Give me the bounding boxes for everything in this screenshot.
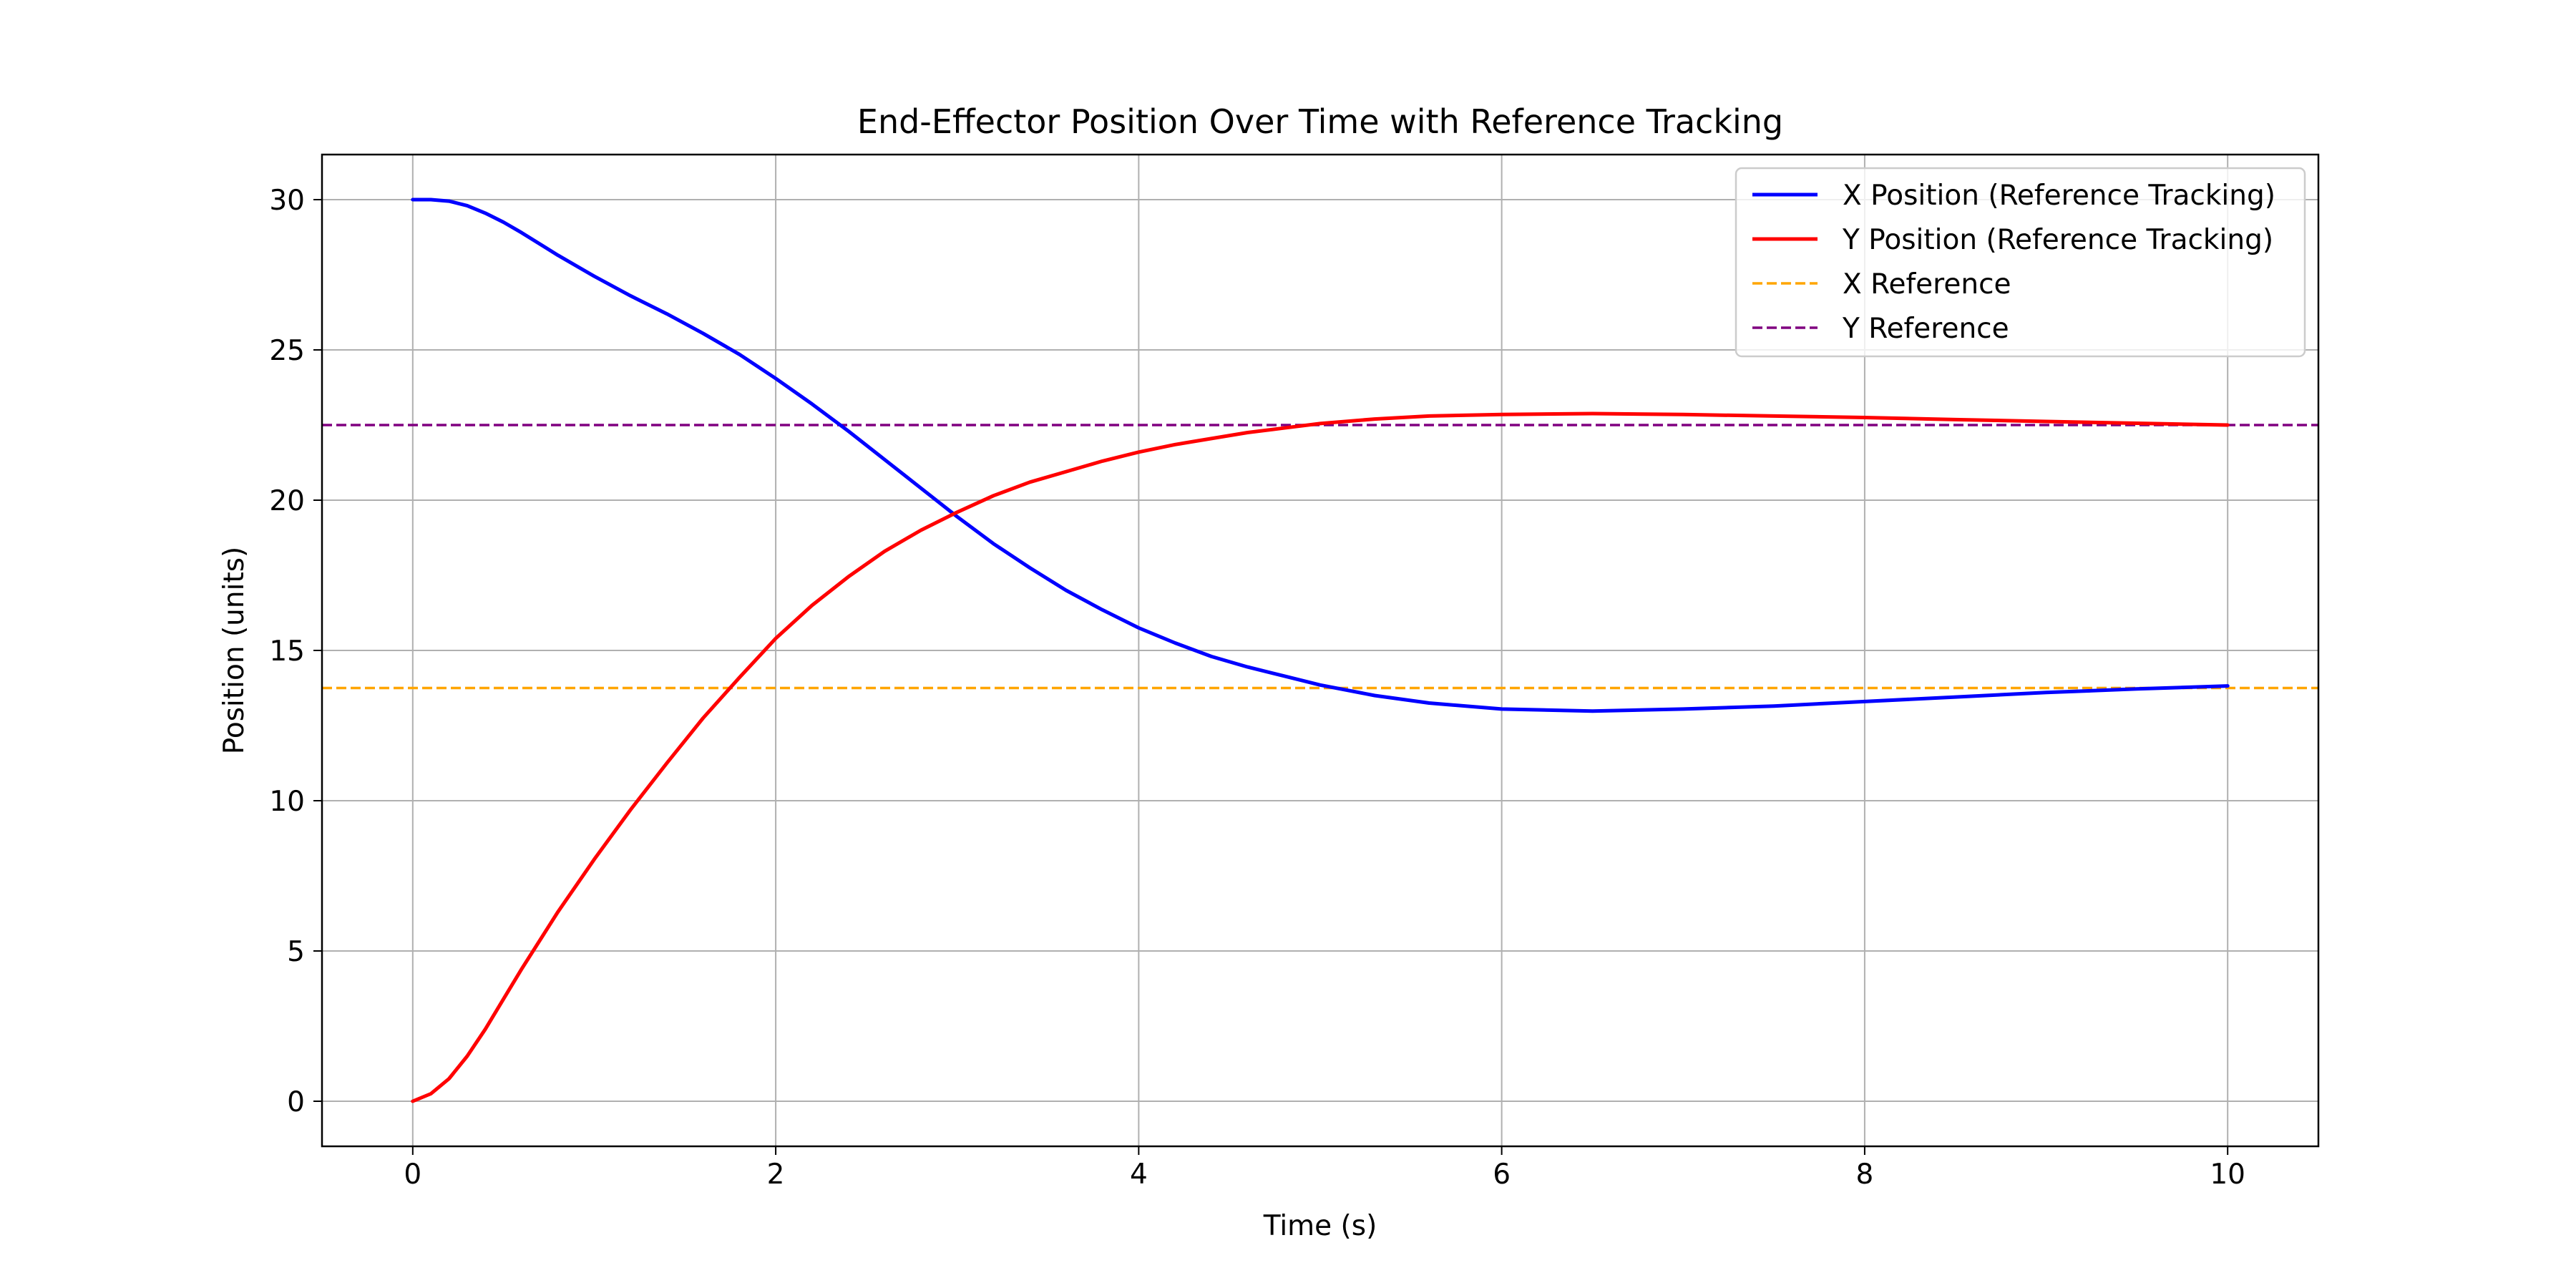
x-tick-label: 0 xyxy=(404,1158,421,1191)
x-tick-label: 2 xyxy=(767,1158,785,1191)
y-tick-label: 0 xyxy=(287,1086,305,1118)
series-lines xyxy=(411,197,2230,1103)
x-axis-ticks: 0 2 4 6 8 10 xyxy=(404,1146,2245,1191)
y-tick-label: 25 xyxy=(269,335,305,367)
y-axis-label: Position (units) xyxy=(218,547,250,755)
y-position-reference-tracking-line xyxy=(411,411,2230,1103)
y-axis-ticks: 0 5 10 15 20 25 30 xyxy=(269,185,322,1118)
reference-lines xyxy=(322,424,2318,690)
y-tick-label: 20 xyxy=(269,485,305,517)
x-tick-label: 10 xyxy=(2210,1158,2245,1191)
grid xyxy=(322,155,2318,1146)
legend-label-x-reference: X Reference xyxy=(1843,268,2011,301)
x-axis-label: Time (s) xyxy=(1263,1210,1377,1242)
y-tick-label: 10 xyxy=(269,786,305,818)
x-tick-label: 4 xyxy=(1130,1158,1148,1191)
y-tick-label: 30 xyxy=(269,185,305,217)
legend: X Position (Reference Tracking) Y Positio… xyxy=(1735,167,2306,358)
y-tick-label: 5 xyxy=(287,936,305,968)
x-tick-label: 6 xyxy=(1493,1158,1511,1191)
chart-title: End-Effector Position Over Time with Ref… xyxy=(857,102,1783,141)
legend-label-y-position-reference-tracking: Y Position (Reference Tracking) xyxy=(1842,224,2273,256)
legend-label-y-reference: Y Reference xyxy=(1842,313,2009,345)
legend-label-x-position-reference-tracking: X Position (Reference Tracking) xyxy=(1843,180,2275,212)
x-position-reference-tracking-line xyxy=(411,197,2230,713)
legend-box xyxy=(1735,167,2306,358)
x-tick-label: 8 xyxy=(1855,1158,1873,1191)
y-tick-label: 15 xyxy=(269,635,305,668)
